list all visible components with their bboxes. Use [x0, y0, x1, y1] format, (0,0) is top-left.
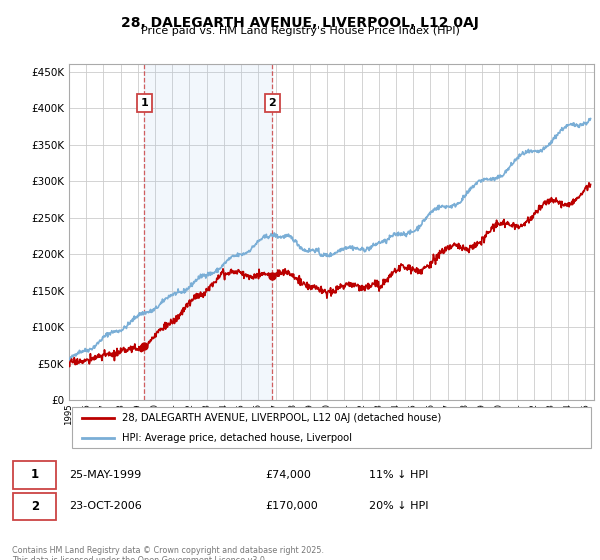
Text: 28, DALEGARTH AVENUE, LIVERPOOL, L12 0AJ: 28, DALEGARTH AVENUE, LIVERPOOL, L12 0AJ	[121, 16, 479, 30]
Text: 2: 2	[31, 500, 39, 513]
Text: 2: 2	[268, 98, 276, 108]
FancyBboxPatch shape	[71, 407, 592, 449]
Text: £74,000: £74,000	[265, 470, 311, 480]
Text: HPI: Average price, detached house, Liverpool: HPI: Average price, detached house, Live…	[121, 433, 352, 443]
Text: 20% ↓ HPI: 20% ↓ HPI	[369, 501, 428, 511]
Bar	[145, 64, 272, 400]
FancyBboxPatch shape	[13, 493, 56, 520]
Text: Price paid vs. HM Land Registry's House Price Index (HPI): Price paid vs. HM Land Registry's House …	[140, 26, 460, 36]
Text: Contains HM Land Registry data © Crown copyright and database right 2025.
This d: Contains HM Land Registry data © Crown c…	[12, 546, 324, 560]
Text: 1: 1	[31, 468, 39, 481]
Text: 1: 1	[140, 98, 148, 108]
FancyBboxPatch shape	[13, 461, 56, 488]
Text: 11% ↓ HPI: 11% ↓ HPI	[369, 470, 428, 480]
Text: 28, DALEGARTH AVENUE, LIVERPOOL, L12 0AJ (detached house): 28, DALEGARTH AVENUE, LIVERPOOL, L12 0AJ…	[121, 413, 441, 423]
Text: 25-MAY-1999: 25-MAY-1999	[70, 470, 142, 480]
Text: 23-OCT-2006: 23-OCT-2006	[70, 501, 142, 511]
Text: £170,000: £170,000	[265, 501, 318, 511]
